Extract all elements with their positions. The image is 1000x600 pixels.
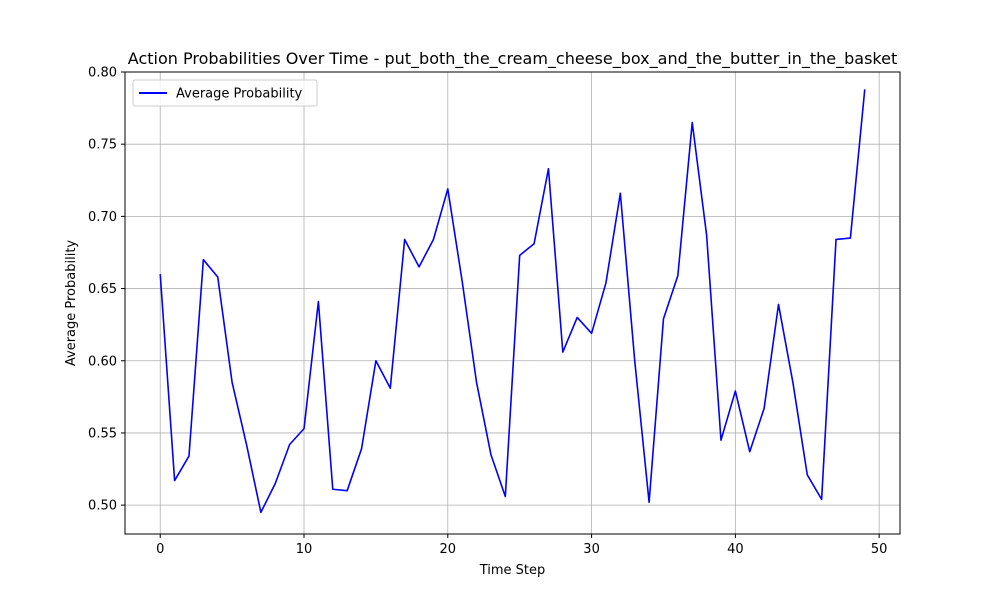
x-axis-label: Time Step xyxy=(479,563,546,578)
y-tick-label: 0.70 xyxy=(88,210,117,225)
series-lines xyxy=(159,89,866,514)
legend: Average Probability xyxy=(132,79,318,107)
x-tick-label: 20 xyxy=(440,542,457,557)
series-line xyxy=(159,89,866,514)
y-tick-label: 0.80 xyxy=(88,66,117,81)
x-tick-label: 30 xyxy=(583,542,600,557)
legend-entry: Average Probability xyxy=(176,87,303,102)
axis-ticks: 0 10 20 30 40 50 0.50 0.55 0.60 0.65 0.70 0.75 0.80 xyxy=(88,66,887,558)
x-tick-label: 0 xyxy=(156,542,164,557)
x-tick-label: 10 xyxy=(296,542,313,557)
y-tick-label: 0.50 xyxy=(88,499,117,514)
x-tick-label: 40 xyxy=(727,542,744,557)
plot-frame xyxy=(124,71,901,535)
y-tick-label: 0.75 xyxy=(88,138,117,153)
y-tick-label: 0.65 xyxy=(88,282,117,297)
grid-lines xyxy=(125,71,900,534)
chart-title: Action Probabilities Over Time - put_bot… xyxy=(128,49,897,69)
y-axis-label: Average Probability xyxy=(64,240,79,367)
legend-box xyxy=(132,79,318,107)
x-tick-label: 50 xyxy=(871,542,888,557)
y-tick-label: 0.55 xyxy=(88,426,117,441)
y-tick-label: 0.60 xyxy=(88,354,117,369)
